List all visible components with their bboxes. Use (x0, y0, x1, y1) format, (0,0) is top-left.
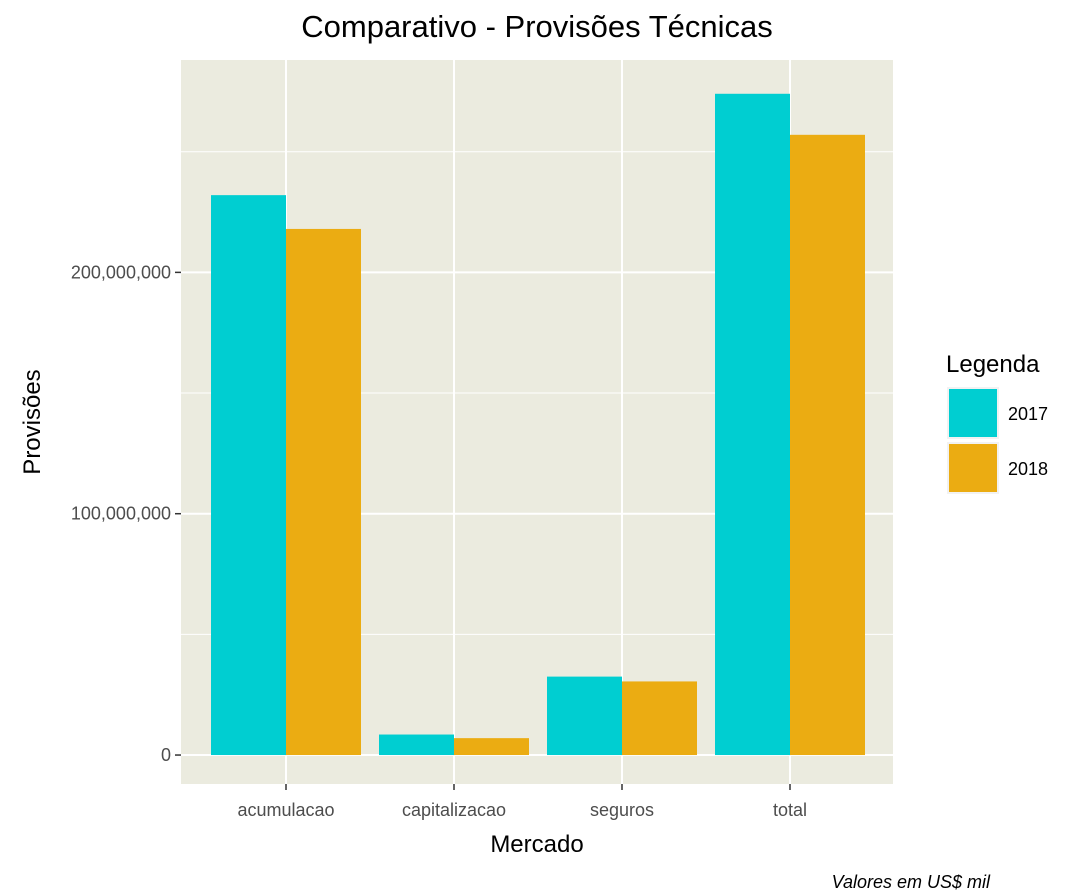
legend-swatch-2018 (949, 444, 997, 492)
legend-swatch-2017 (949, 389, 997, 437)
legend-label-2017: 2017 (1008, 404, 1048, 424)
y-axis: 0 100,000,000 200,000,000 (71, 262, 181, 765)
bar-capitalizacao-2018 (454, 738, 529, 756)
legend: Legenda 2017 2018 (946, 351, 1048, 494)
bar-acumulacao-2017 (211, 195, 286, 756)
x-tick-label-capitalizacao: capitalizacao (402, 800, 506, 820)
y-tick-label: 100,000,000 (71, 504, 171, 524)
bar-total-2017 (715, 93, 790, 756)
bar-total-2018 (790, 134, 865, 756)
x-tick-label-acumulacao: acumulacao (237, 800, 334, 820)
y-tick-label: 0 (161, 745, 171, 765)
x-axis: acumulacao capitalizacao seguros total (237, 784, 807, 820)
bar-seguros-2017 (547, 676, 622, 756)
chart-title: Comparativo - Provisões Técnicas (301, 9, 773, 44)
chart-caption: Valores em US$ mil (832, 872, 991, 892)
bar-seguros-2018 (622, 681, 697, 756)
y-tick-label: 200,000,000 (71, 262, 171, 282)
legend-label-2018: 2018 (1008, 459, 1048, 479)
x-tick-label-seguros: seguros (590, 800, 654, 820)
bar-acumulacao-2018 (286, 228, 361, 756)
legend-title: Legenda (946, 351, 1040, 378)
x-tick-label-total: total (773, 800, 807, 820)
bar-capitalizacao-2017 (379, 734, 454, 756)
y-axis-title: Provisões (19, 369, 46, 474)
x-axis-title: Mercado (490, 831, 583, 858)
bars (211, 93, 865, 756)
